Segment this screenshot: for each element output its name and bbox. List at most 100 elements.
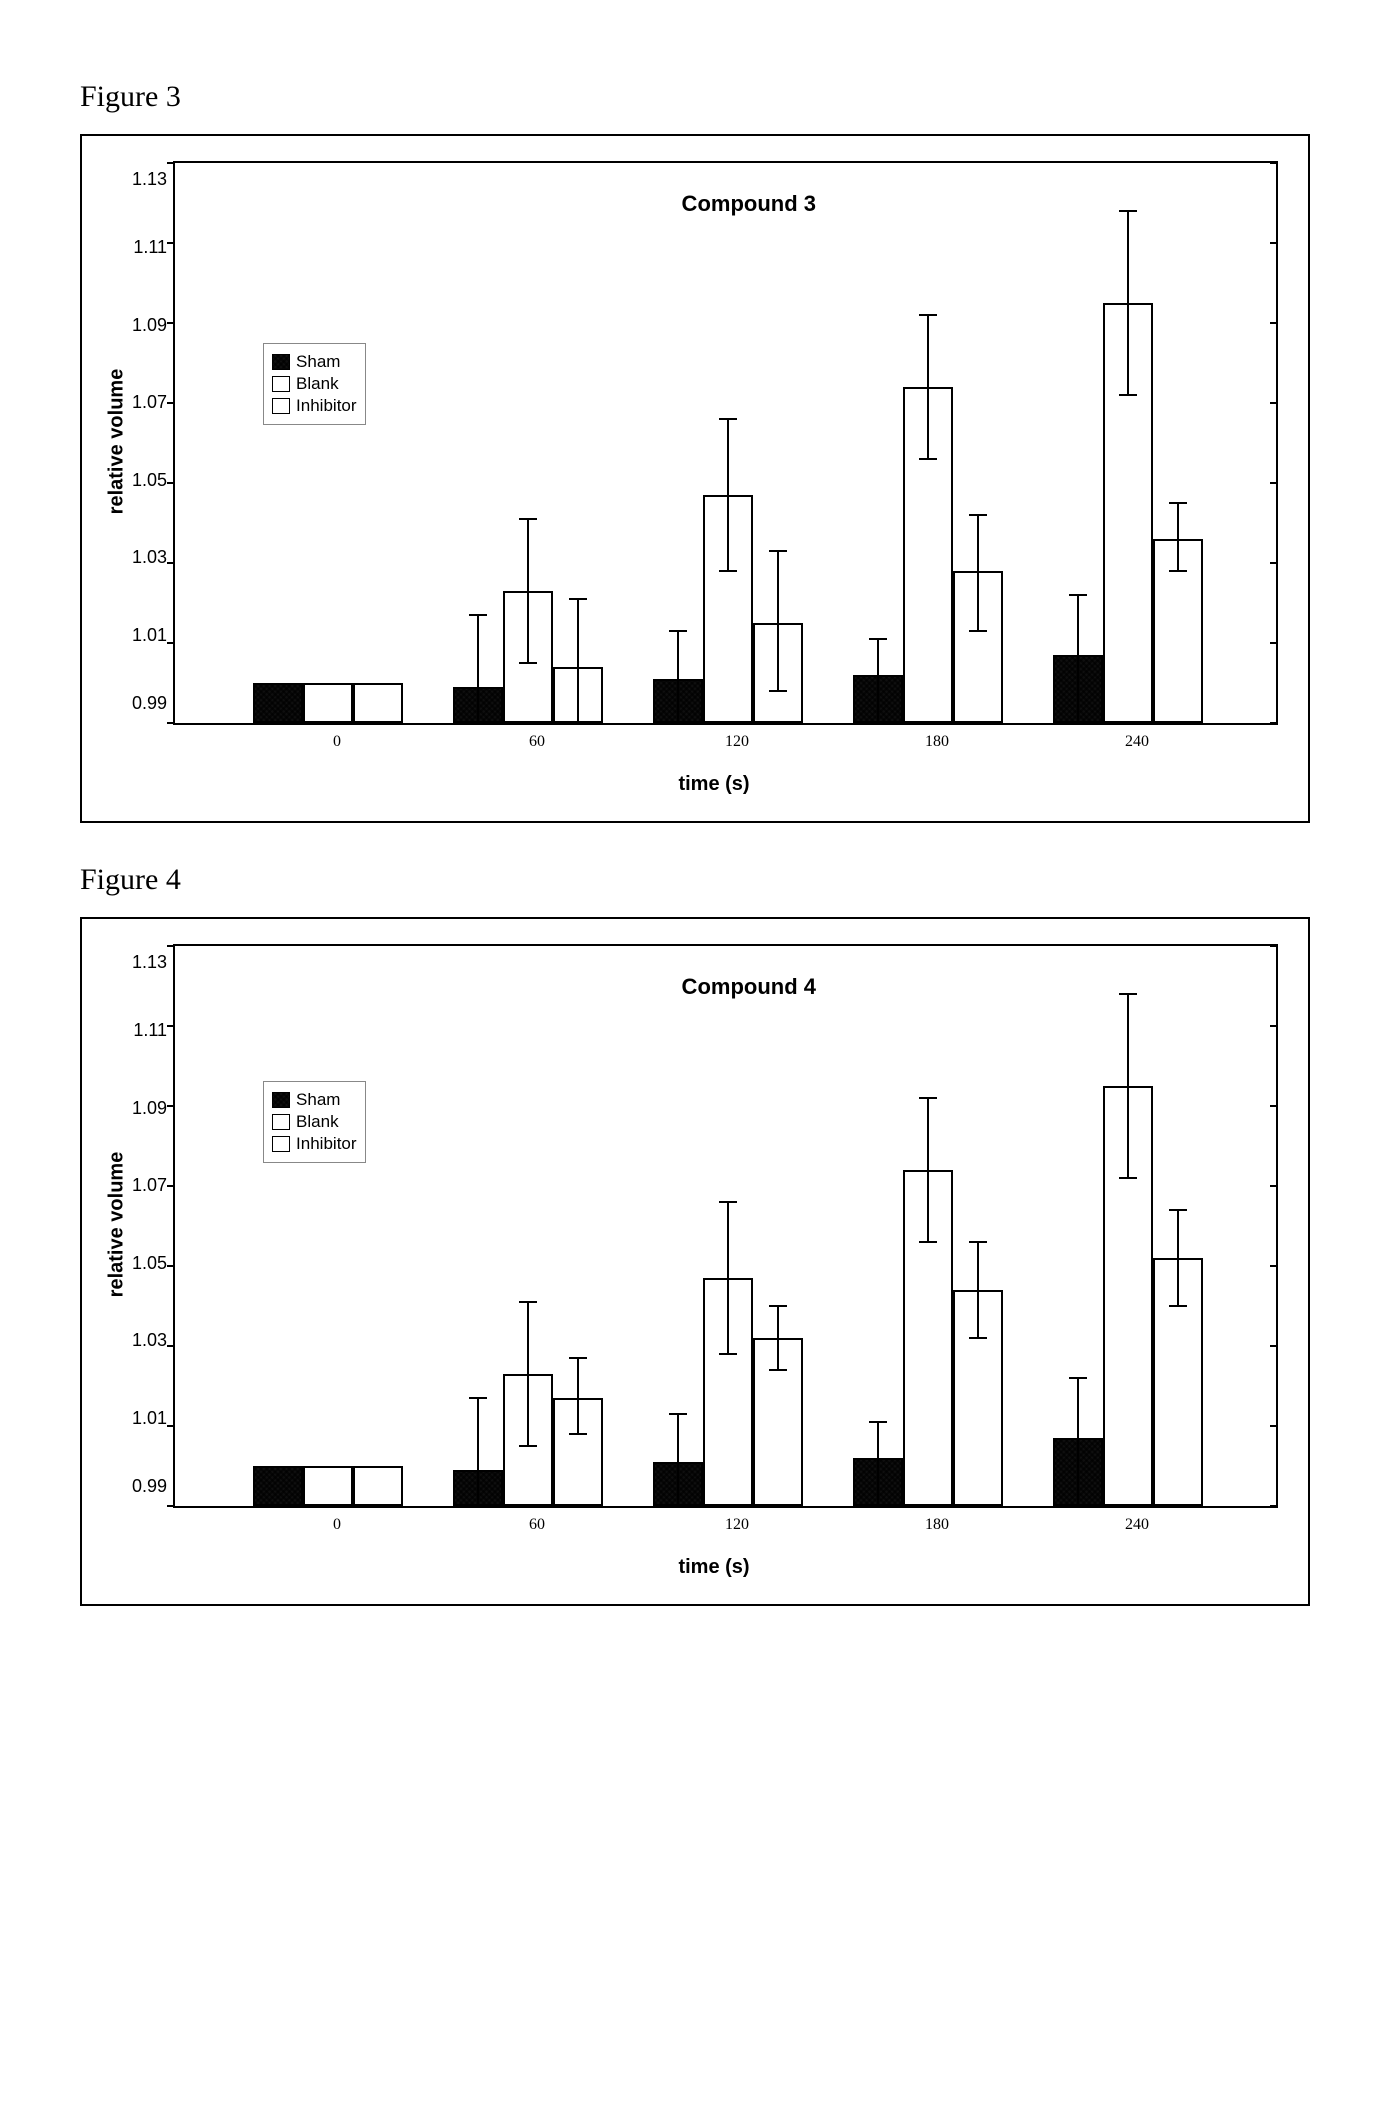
error-bar	[977, 1242, 979, 1338]
bar	[253, 683, 303, 723]
y-tick-label: 1.13	[132, 953, 167, 971]
error-bar	[1127, 994, 1129, 1178]
error-cap-top	[919, 1097, 937, 1099]
plot-area: ShamBlankInhibitor	[173, 161, 1278, 725]
error-cap-bottom	[569, 722, 587, 724]
x-tick-label: 240	[1117, 733, 1157, 751]
legend: ShamBlankInhibitor	[263, 343, 365, 425]
error-cap-top	[869, 1421, 887, 1423]
error-cap-top	[669, 1413, 687, 1415]
error-cap-bottom	[869, 722, 887, 724]
error-cap-top	[719, 1201, 737, 1203]
chart-title: Compound 4	[682, 974, 816, 1000]
error-cap-top	[919, 314, 937, 316]
error-bar	[977, 515, 979, 631]
error-cap-top	[1069, 1377, 1087, 1379]
error-cap-top	[1169, 1209, 1187, 1211]
error-cap-bottom	[519, 662, 537, 664]
error-cap-bottom	[569, 1433, 587, 1435]
error-bar	[927, 1098, 929, 1242]
x-tick-label: 240	[1117, 1516, 1157, 1534]
chart-title: Compound 3	[682, 191, 816, 217]
error-cap-top	[1169, 502, 1187, 504]
legend-swatch	[272, 1092, 290, 1108]
legend-item: Inhibitor	[272, 1134, 356, 1154]
error-cap-bottom	[869, 1505, 887, 1507]
y-tick-label: 1.03	[132, 1331, 167, 1349]
y-tick-label: 1.11	[133, 1021, 167, 1039]
error-cap-top	[1119, 210, 1137, 212]
error-bar	[1077, 595, 1079, 723]
x-tick-label: 60	[517, 1516, 557, 1534]
error-cap-bottom	[1169, 570, 1187, 572]
figure-label: Figure 4	[80, 863, 1340, 897]
legend-label: Inhibitor	[296, 396, 356, 416]
x-axis-label: time (s)	[184, 1556, 1244, 1579]
x-tick-label: 120	[717, 733, 757, 751]
error-bar	[527, 519, 529, 663]
error-bar	[727, 1202, 729, 1354]
legend-item: Sham	[272, 1090, 356, 1110]
x-tick-label: 180	[917, 1516, 957, 1534]
legend-swatch	[272, 376, 290, 392]
y-tick-label: 1.05	[132, 471, 167, 489]
error-bar	[877, 1422, 879, 1506]
error-cap-bottom	[969, 1337, 987, 1339]
error-cap-bottom	[469, 1505, 487, 1507]
error-cap-bottom	[1069, 722, 1087, 724]
error-cap-bottom	[719, 570, 737, 572]
x-tick-label: 0	[317, 1516, 357, 1534]
legend-item: Inhibitor	[272, 396, 356, 416]
bar	[303, 1466, 353, 1506]
error-cap-bottom	[669, 1505, 687, 1507]
error-cap-bottom	[719, 1353, 737, 1355]
error-cap-top	[669, 630, 687, 632]
y-tick-label: 1.05	[132, 1254, 167, 1272]
error-cap-top	[1119, 993, 1137, 995]
legend-label: Sham	[296, 352, 340, 372]
error-bar	[927, 315, 929, 459]
error-cap-top	[519, 518, 537, 520]
legend: ShamBlankInhibitor	[263, 1081, 365, 1163]
error-cap-top	[519, 1301, 537, 1303]
legend-label: Sham	[296, 1090, 340, 1110]
x-tick-label: 180	[917, 733, 957, 751]
error-cap-bottom	[969, 630, 987, 632]
error-cap-top	[469, 614, 487, 616]
error-cap-bottom	[1119, 394, 1137, 396]
error-cap-top	[1069, 594, 1087, 596]
error-bar	[477, 615, 479, 723]
error-cap-top	[869, 638, 887, 640]
error-cap-bottom	[769, 1369, 787, 1371]
x-axis: 060120180240	[184, 733, 1244, 763]
chart-container: Compound 3relative volume1.131.111.091.0…	[80, 134, 1310, 823]
error-bar	[1077, 1378, 1079, 1506]
legend-item: Blank	[272, 1112, 356, 1132]
y-tick-label: 1.07	[132, 393, 167, 411]
error-bar	[727, 419, 729, 571]
y-axis: 1.131.111.091.071.051.031.010.99	[132, 161, 173, 721]
error-bar	[1177, 1210, 1179, 1306]
error-bar	[877, 639, 879, 723]
bar	[303, 683, 353, 723]
error-bar	[777, 1306, 779, 1370]
error-cap-top	[969, 514, 987, 516]
x-tick-label: 60	[517, 733, 557, 751]
error-cap-bottom	[769, 690, 787, 692]
error-bar	[677, 631, 679, 723]
legend-label: Inhibitor	[296, 1134, 356, 1154]
error-bar	[1177, 503, 1179, 571]
error-cap-top	[569, 1357, 587, 1359]
error-cap-bottom	[919, 1241, 937, 1243]
bar	[353, 1466, 403, 1506]
legend-swatch	[272, 354, 290, 370]
y-axis-label: relative volume	[106, 368, 129, 514]
y-tick-label: 1.13	[132, 170, 167, 188]
error-cap-bottom	[519, 1445, 537, 1447]
y-tick-label: 1.01	[132, 626, 167, 644]
y-tick-label: 1.09	[132, 316, 167, 334]
error-cap-bottom	[1169, 1305, 1187, 1307]
legend-item: Blank	[272, 374, 356, 394]
legend-label: Blank	[296, 1112, 339, 1132]
error-cap-bottom	[1069, 1505, 1087, 1507]
